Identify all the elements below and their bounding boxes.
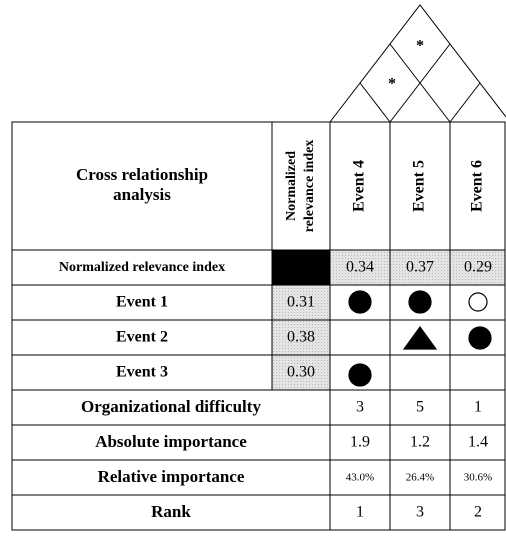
summary-value: 1 xyxy=(474,399,482,416)
row-label: Event 1 xyxy=(116,294,168,311)
table-grid xyxy=(11,121,506,531)
summary-value: 1 xyxy=(356,504,364,521)
summary-label: Rank xyxy=(151,502,191,521)
summary-value: 5 xyxy=(416,399,424,416)
summary-value: 26.4% xyxy=(406,472,434,484)
header-title: Cross relationship xyxy=(76,165,208,184)
index-value: 0.29 xyxy=(464,259,492,276)
index-value: 0.31 xyxy=(287,294,315,311)
summary-value: 43.0% xyxy=(346,472,374,484)
header-event: Event 6 xyxy=(469,160,486,212)
roof-mark: * xyxy=(388,76,396,93)
summary-label: Relative importance xyxy=(98,467,245,486)
summary-label: Absolute importance xyxy=(95,432,247,451)
summary-label: Organizational difficulty xyxy=(81,397,261,416)
header-event: Event 5 xyxy=(411,160,428,212)
strong-symbol xyxy=(408,290,432,314)
strong-symbol xyxy=(348,290,372,314)
index-value: 0.30 xyxy=(287,364,315,381)
index-column-fill xyxy=(272,285,330,390)
header-event: Event 4 xyxy=(351,160,368,212)
row-label: Event 3 xyxy=(116,364,168,381)
index-value: 0.34 xyxy=(346,259,374,276)
roof-mark: * xyxy=(416,38,424,55)
header-index: Normalized xyxy=(284,151,299,221)
medium-symbol xyxy=(402,325,438,350)
row-label: Normalized relevance index xyxy=(59,260,225,275)
strong-symbol xyxy=(468,326,492,350)
index-value: 0.37 xyxy=(406,259,434,276)
index-value: 0.38 xyxy=(287,329,315,346)
summary-value: 30.6% xyxy=(464,472,492,484)
summary-value: 1.2 xyxy=(410,434,430,451)
header-title: analysis xyxy=(113,185,171,204)
summary-value: 2 xyxy=(474,504,482,521)
summary-value: 1.9 xyxy=(350,434,370,451)
summary-value: 3 xyxy=(356,399,364,416)
summary-value: 1.4 xyxy=(468,434,488,451)
strong-symbol xyxy=(348,363,372,387)
index-row-fill xyxy=(330,250,505,285)
summary-value: 3 xyxy=(416,504,424,521)
roof xyxy=(329,4,506,123)
header-index: relevance index xyxy=(302,140,317,233)
black-cell xyxy=(272,250,330,285)
row-label: Event 2 xyxy=(116,329,168,346)
relationship-symbols xyxy=(348,290,492,387)
weak-symbol xyxy=(468,292,488,312)
